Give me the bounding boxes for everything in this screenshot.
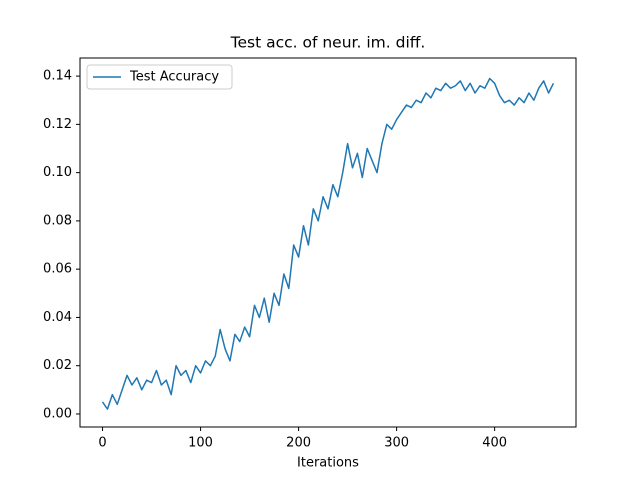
x-tick-label: 200 [286, 436, 311, 451]
y-tick-label: 0.00 [43, 406, 72, 421]
chart-title: Test acc. of neur. im. diff. [230, 34, 426, 52]
x-tick-label: 300 [384, 436, 409, 451]
data-line [101, 77, 555, 410]
y-tick-label: 0.10 [43, 165, 72, 180]
x-axis-label: Iterations [297, 456, 359, 471]
y-tick-label: 0.14 [43, 69, 72, 84]
x-tick-label: 400 [482, 436, 507, 451]
y-tick-label: 0.02 [43, 358, 72, 373]
y-tick-label: 0.06 [43, 262, 72, 277]
legend-box [86, 64, 233, 90]
x-tick-label: 100 [188, 436, 213, 451]
legend-label: Test Accuracy [129, 70, 219, 85]
y-tick-label: 0.12 [43, 117, 72, 132]
y-tick-label: 0.08 [43, 213, 72, 228]
x-tick-label: 0 [98, 436, 106, 451]
plot-frame [79, 57, 577, 428]
y-tick-label: 0.04 [43, 310, 72, 325]
